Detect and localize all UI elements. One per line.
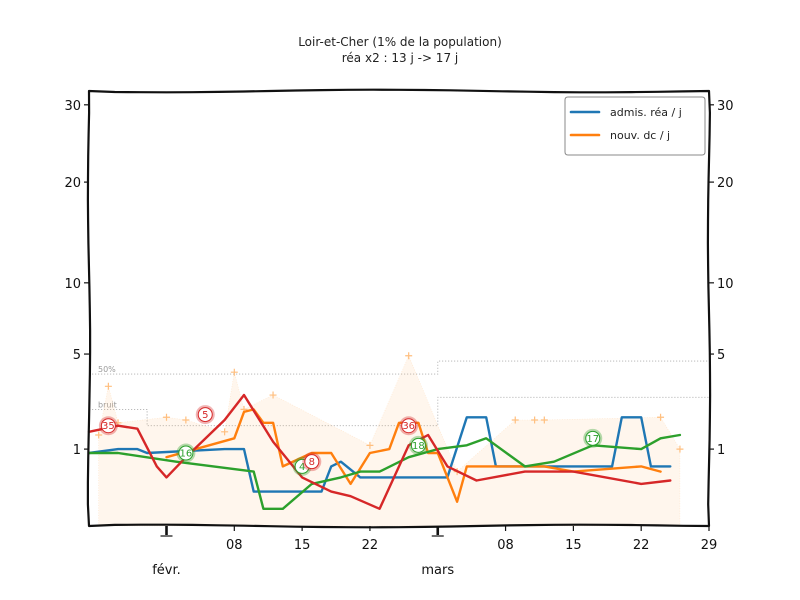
y-tick-label-right-2: 10 (717, 277, 734, 292)
badge-label: 5 (202, 410, 208, 421)
marker-area (98, 355, 681, 527)
data-point-cross-14 (540, 416, 548, 424)
reference-line-0 (89, 360, 709, 375)
badge-circle (585, 430, 601, 446)
series-line-2 (87, 433, 682, 510)
y-tick-label-left-3: 20 (64, 176, 81, 191)
month-label-0: févr. (152, 563, 181, 578)
y-tick-label-left-2: 10 (64, 277, 81, 292)
legend: admis. réa / j nouv. dc / j (564, 96, 706, 156)
badge-0: 35 (98, 416, 118, 436)
y-tick-label-right-1: 5 (717, 348, 725, 363)
y-tick-label-left-1: 5 (73, 348, 81, 363)
data-point-cross-4 (182, 416, 190, 424)
data-point-cross-10 (405, 352, 413, 360)
data-point-cross-13 (531, 416, 539, 424)
badge-7: 17 (583, 428, 603, 448)
reference-lines: 50% bruit (89, 360, 709, 427)
badge-label: 18 (412, 441, 425, 452)
chart-title: Loir-et-Cher (1% de la population) (298, 35, 502, 49)
y-tick-label-left-4: 30 (64, 99, 81, 114)
y-tick-label-right-0: 1 (717, 443, 725, 458)
badge-layer: 35 5 16 4 8 36 18 17 (98, 405, 603, 476)
badge-label: 16 (180, 449, 193, 460)
x-tick-label-8: 29 (701, 538, 718, 553)
y-tick-label-right-4: 30 (717, 99, 734, 114)
data-point-cross-8 (269, 391, 277, 399)
badge-label: 17 (586, 434, 599, 445)
badge-label: 4 (299, 462, 305, 473)
data-point-cross-1 (104, 382, 112, 390)
legend-label-0: admis. réa / j (610, 106, 682, 119)
badge-5: 36 (399, 416, 419, 436)
badge-circle (401, 418, 417, 434)
x-tick-label-6: 15 (565, 538, 582, 553)
data-point-cross-12 (511, 416, 519, 424)
data-point-cross-9 (366, 441, 374, 449)
badge-4: 8 (302, 452, 322, 472)
badge-6: 18 (408, 435, 428, 455)
series-line-0 (87, 416, 672, 493)
badge-label: 8 (309, 457, 315, 468)
series-line-3 (87, 393, 672, 510)
badge-circle (178, 445, 194, 461)
y-tick-label-left-0: 1 (73, 443, 81, 458)
reference-line-1 (89, 396, 709, 427)
x-tick-label-7: 22 (633, 538, 650, 553)
badge-circle (197, 407, 213, 423)
badge-circle (304, 454, 320, 470)
data-point-cross-15 (657, 413, 665, 421)
data-point-cross-3 (163, 413, 170, 421)
reference-label-1: bruit (98, 400, 117, 409)
badge-1: 5 (195, 405, 215, 425)
y-tick-label-right-3: 20 (717, 176, 734, 191)
badge-label: 35 (102, 421, 115, 432)
badge-circle (100, 418, 116, 434)
legend-label-1: nouv. dc / j (610, 129, 670, 142)
data-point-cross-0 (95, 431, 103, 439)
x-tick-label-1: 08 (226, 538, 243, 553)
x-tick-label-5: 08 (497, 538, 514, 553)
chart-subtitle: réa x2 : 13 j -> 17 j (342, 51, 458, 65)
badge-2: 16 (176, 443, 196, 463)
data-point-cross-5 (221, 428, 229, 436)
data-point-cross-6 (230, 368, 238, 376)
marker-layer (95, 352, 684, 527)
badge-circle (410, 437, 426, 453)
x-tick-label-2: 15 (294, 538, 311, 553)
data-point-cross-16 (676, 445, 684, 453)
x-tick-label-3: 22 (362, 538, 379, 553)
month-label-1: mars (421, 563, 454, 578)
series-layer (87, 393, 682, 510)
reference-label-0: 50% (98, 365, 116, 374)
badge-label: 36 (402, 421, 415, 432)
series-line-1 (165, 408, 662, 503)
